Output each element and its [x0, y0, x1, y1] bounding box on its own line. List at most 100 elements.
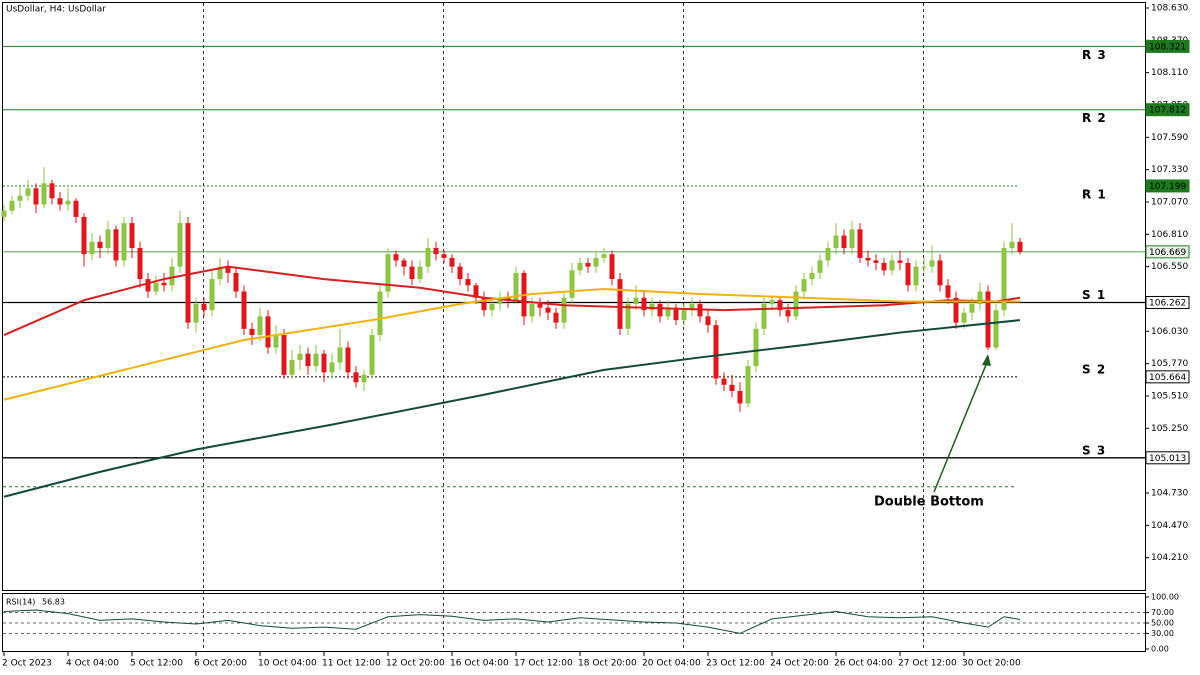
rsi-tick-label: 70.00 [1151, 608, 1174, 617]
candle-body [761, 303, 767, 329]
candle-body [217, 266, 223, 280]
y-tick-label: 104.470 [1151, 521, 1188, 531]
rsi-tick-label: 100.00 [1151, 593, 1179, 602]
candle-body [721, 378, 727, 385]
level-tag [1145, 39, 1190, 53]
candle-body [57, 198, 63, 205]
candle-body [545, 307, 551, 313]
candle-body [313, 353, 319, 367]
level-tag [1145, 103, 1190, 117]
candle-body [737, 391, 743, 404]
y-tick-label: 104.730 [1151, 488, 1188, 498]
candle-body [97, 241, 103, 248]
candle-body [713, 325, 719, 379]
candle-body [161, 282, 167, 286]
level-tag-value: 105.664 [1149, 373, 1186, 383]
candle-body [201, 303, 207, 311]
candle-body [897, 260, 903, 263]
candle-body [857, 229, 863, 258]
candle-body [81, 216, 87, 255]
candle-body [105, 229, 111, 248]
candle-body [345, 347, 351, 373]
candle-body [513, 272, 519, 301]
candle-body [369, 335, 375, 375]
candle-body [681, 310, 687, 321]
candle-body [457, 266, 463, 280]
candle-body [729, 384, 735, 392]
candle-body [129, 223, 135, 248]
x-tick-label: 23 Oct 12:00 [706, 659, 765, 669]
candle-body [433, 247, 439, 255]
candle-body [49, 183, 55, 199]
candle-body [1009, 241, 1015, 248]
chart-title: UsDollar, H4: UsDollar [6, 5, 106, 15]
y-tick-label: 107.330 [1151, 165, 1188, 175]
candle-body [17, 195, 23, 201]
candle-body [497, 297, 503, 304]
current-price-value: 106.669 [1149, 248, 1186, 258]
candle-body [121, 223, 127, 261]
level-tag-value: 108.321 [1149, 42, 1186, 52]
candle-body [617, 279, 623, 329]
candle-body [705, 316, 711, 326]
level-tag-value: 106.262 [1149, 298, 1186, 308]
y-tick-label: 105.770 [1151, 359, 1188, 369]
candle-body [529, 303, 535, 317]
y-tick-label: 106.030 [1151, 327, 1188, 337]
y-tick-label: 106.810 [1151, 230, 1188, 240]
candle-body [289, 359, 295, 375]
candle-body [1017, 241, 1023, 252]
x-tick-label: 30 Oct 20:00 [962, 659, 1021, 669]
x-tick-label: 26 Oct 04:00 [834, 659, 893, 669]
x-tick-label: 10 Oct 04:00 [258, 659, 317, 669]
candle-body [249, 328, 255, 336]
candle-body [393, 254, 399, 261]
level-tag-value: 105.013 [1149, 454, 1186, 464]
rsi-tick-label: 30.00 [1151, 629, 1174, 638]
candle-body [745, 366, 751, 404]
x-tick-label: 4 Oct 04:00 [66, 659, 119, 669]
candle-body [89, 241, 95, 255]
candle-body [937, 260, 943, 286]
level-label: R 2 [1082, 111, 1107, 125]
candle-body [233, 272, 239, 292]
candle-body [881, 262, 887, 271]
x-tick-label: 2 Oct 2023 [2, 659, 52, 669]
candle-body [257, 316, 263, 336]
candle-body [481, 297, 487, 311]
candle-body [153, 282, 159, 292]
annotation-text: Double Bottom [874, 494, 984, 509]
rsi-line [3, 609, 1021, 634]
y-tick-label: 105.250 [1151, 424, 1188, 434]
level-tag [1145, 295, 1190, 309]
candle-body [361, 374, 367, 383]
level-tag-value: 107.812 [1149, 106, 1186, 116]
candle-body [465, 279, 471, 286]
current-price-tag [1145, 245, 1190, 259]
x-tick-label: 17 Oct 12:00 [514, 659, 573, 669]
candle-body [273, 335, 279, 348]
annotation-arrow [933, 359, 989, 493]
candle-body [633, 297, 639, 304]
candle-body [777, 300, 783, 311]
level-label: R 3 [1082, 48, 1107, 62]
candle-body [409, 266, 415, 280]
candle-body [137, 247, 143, 280]
candle-body [921, 266, 927, 268]
candle-body [537, 303, 543, 308]
y-tick-label: 104.210 [1151, 553, 1188, 563]
y-tick-label: 106.550 [1151, 262, 1188, 272]
candle-body [177, 223, 183, 267]
candle-body [241, 291, 247, 329]
x-tick-label: 18 Oct 20:00 [578, 659, 637, 669]
y-tick-label: 105.510 [1151, 391, 1188, 401]
level-label: R 1 [1082, 187, 1107, 201]
candle-body [817, 260, 823, 273]
level-tag-value: 107.199 [1149, 182, 1186, 192]
candle-body [849, 229, 855, 248]
candle-body [553, 312, 559, 323]
candle-body [577, 262, 583, 271]
candle-body [401, 260, 407, 267]
candle-body [1, 210, 7, 217]
candle-body [601, 254, 607, 258]
